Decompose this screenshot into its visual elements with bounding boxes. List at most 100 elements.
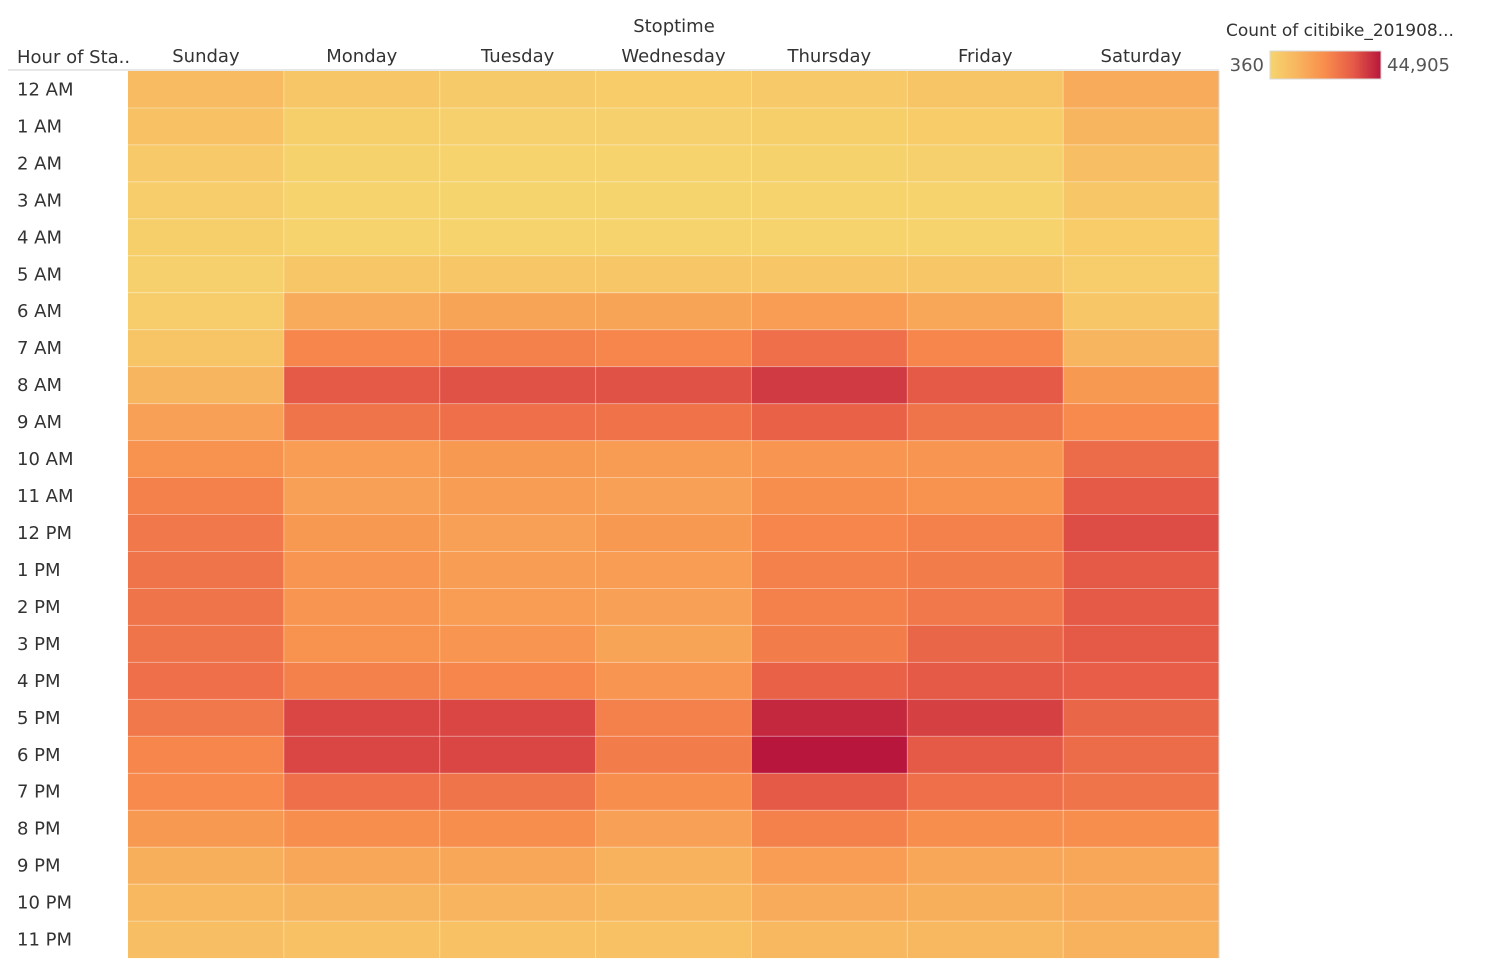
heatmap-cell-saturday-4am xyxy=(1063,218,1220,256)
heatmap-cell-monday-4am xyxy=(283,218,440,256)
heatmap-cell-monday-12am xyxy=(283,71,440,108)
heatmap-cell-tuesday-8am xyxy=(439,366,596,404)
heatmap-cell-sunday-1pm xyxy=(128,551,284,589)
heatmap-cell-wednesday-1am xyxy=(595,107,752,145)
heatmap-cell-thursday-6pm xyxy=(751,736,908,774)
column-label-saturday: Saturday xyxy=(1101,46,1182,67)
heatmap-cell-monday-6pm xyxy=(283,736,440,774)
heatmap-cell-thursday-10am xyxy=(751,440,908,478)
heatmap-cell-sunday-10pm xyxy=(128,884,284,922)
heatmap-cell-wednesday-2pm xyxy=(595,588,752,626)
heatmap-cell-sunday-10am xyxy=(128,440,284,478)
heatmap-cell-friday-9am xyxy=(907,403,1064,441)
heatmap-cell-saturday-7pm xyxy=(1063,773,1220,811)
heatmap-cell-thursday-7pm xyxy=(751,773,908,811)
heatmap-cell-sunday-3am xyxy=(128,181,284,219)
heatmap-cell-tuesday-3am xyxy=(439,181,596,219)
row-label-8pm: 8 PM xyxy=(17,819,61,840)
heatmap-cell-monday-4pm xyxy=(283,662,440,700)
heatmap-cell-thursday-7am xyxy=(751,329,908,367)
heatmap-cell-wednesday-5pm xyxy=(595,699,752,737)
heatmap-cell-thursday-1am xyxy=(751,107,908,145)
row-label-1am: 1 AM xyxy=(17,116,62,137)
heatmap-cell-thursday-3pm xyxy=(751,625,908,663)
heatmap-cell-friday-10am xyxy=(907,440,1064,478)
heatmap-cell-wednesday-10pm xyxy=(595,884,752,922)
heatmap-cell-saturday-7am xyxy=(1063,329,1220,367)
column-label-sunday: Sunday xyxy=(172,46,240,67)
heatmap-cell-monday-1pm xyxy=(283,551,440,589)
heatmap-cell-wednesday-6pm xyxy=(595,736,752,774)
row-label-2am: 2 AM xyxy=(17,153,62,174)
legend-max-label: 44,905 xyxy=(1387,55,1450,76)
heatmap-cell-monday-3pm xyxy=(283,625,440,663)
heatmap-cell-monday-8am xyxy=(283,366,440,404)
heatmap-cell-monday-2am xyxy=(283,144,440,182)
heatmap-cell-wednesday-9am xyxy=(595,403,752,441)
row-label-4pm: 4 PM xyxy=(17,671,61,692)
row-label-9pm: 9 PM xyxy=(17,856,61,877)
heatmap-cell-wednesday-6am xyxy=(595,292,752,330)
heatmap-cell-friday-10pm xyxy=(907,884,1064,922)
heatmap-cell-saturday-3am xyxy=(1063,181,1220,219)
column-labels: Sunday Monday Tuesday Wednesday Thursday Frid… xyxy=(172,46,1182,67)
heatmap-cell-friday-11pm xyxy=(907,921,1064,959)
heatmap-cell-thursday-4am xyxy=(751,218,908,256)
heatmap-cell-thursday-6am xyxy=(751,292,908,330)
heatmap-cell-wednesday-8am xyxy=(595,366,752,404)
row-label-10pm: 10 PM xyxy=(17,893,72,914)
heatmap-cell-saturday-6am xyxy=(1063,292,1220,330)
heatmap-cell-saturday-2am xyxy=(1063,144,1220,182)
column-label-friday: Friday xyxy=(958,46,1013,67)
heatmap-cell-tuesday-3pm xyxy=(439,625,596,663)
heatmap-cell-thursday-5am xyxy=(751,255,908,293)
column-label-monday: Monday xyxy=(326,46,397,67)
heatmap-cell-sunday-3pm xyxy=(128,625,284,663)
column-label-wednesday: Wednesday xyxy=(621,46,726,67)
row-label-6am: 6 AM xyxy=(17,301,62,322)
heatmap-cell-saturday-9pm xyxy=(1063,847,1220,885)
row-label-7am: 7 AM xyxy=(17,338,62,359)
heatmap-cell-wednesday-1pm xyxy=(595,551,752,589)
heatmap-cell-friday-2pm xyxy=(907,588,1064,626)
heatmap-cell-tuesday-1am xyxy=(439,107,596,145)
heatmap-cell-monday-9am xyxy=(283,403,440,441)
heatmap-cell-thursday-9pm xyxy=(751,847,908,885)
heatmap-cell-wednesday-9pm xyxy=(595,847,752,885)
row-label-9am: 9 AM xyxy=(17,412,62,433)
heatmap-cell-sunday-5pm xyxy=(128,699,284,737)
heatmap-cell-thursday-12am xyxy=(751,71,908,108)
column-label-thursday: Thursday xyxy=(787,46,872,67)
heatmap-cell-friday-9pm xyxy=(907,847,1064,885)
heatmap-cell-tuesday-6pm xyxy=(439,736,596,774)
heatmap-cell-thursday-8pm xyxy=(751,810,908,848)
heatmap-cell-friday-4pm xyxy=(907,662,1064,700)
heatmap-cell-saturday-2pm xyxy=(1063,588,1220,626)
heatmap-cell-saturday-6pm xyxy=(1063,736,1220,774)
heatmap-cell-tuesday-7am xyxy=(439,329,596,367)
heatmap-cell-sunday-8am xyxy=(128,366,284,404)
heatmap-cell-thursday-3am xyxy=(751,181,908,219)
heatmap-cell-friday-2am xyxy=(907,144,1064,182)
heatmap-cell-tuesday-9am xyxy=(439,403,596,441)
row-label-3pm: 3 PM xyxy=(17,634,61,655)
heatmap-cell-saturday-1am xyxy=(1063,107,1220,145)
heatmap-cell-thursday-4pm xyxy=(751,662,908,700)
heatmap-cell-saturday-10am xyxy=(1063,440,1220,478)
heatmap-cell-tuesday-10am xyxy=(439,440,596,478)
heatmap-cell-saturday-4pm xyxy=(1063,662,1220,700)
row-label-6pm: 6 PM xyxy=(17,745,61,766)
heatmap-cell-saturday-5pm xyxy=(1063,699,1220,737)
heatmap-cell-friday-12am xyxy=(907,71,1064,108)
heatmap-cell-sunday-9am xyxy=(128,403,284,441)
heatmap-cell-thursday-12pm xyxy=(751,514,908,552)
heatmap-cell-friday-11am xyxy=(907,477,1064,515)
heatmap-cell-friday-6am xyxy=(907,292,1064,330)
heatmap-cell-sunday-8pm xyxy=(128,810,284,848)
heatmap-cell-friday-1am xyxy=(907,107,1064,145)
heatmap-cell-thursday-11pm xyxy=(751,921,908,959)
heatmap-cell-friday-12pm xyxy=(907,514,1064,552)
heatmap-cell-wednesday-12pm xyxy=(595,514,752,552)
row-label-1pm: 1 PM xyxy=(17,560,61,581)
heatmap-cell-friday-4am xyxy=(907,218,1064,256)
